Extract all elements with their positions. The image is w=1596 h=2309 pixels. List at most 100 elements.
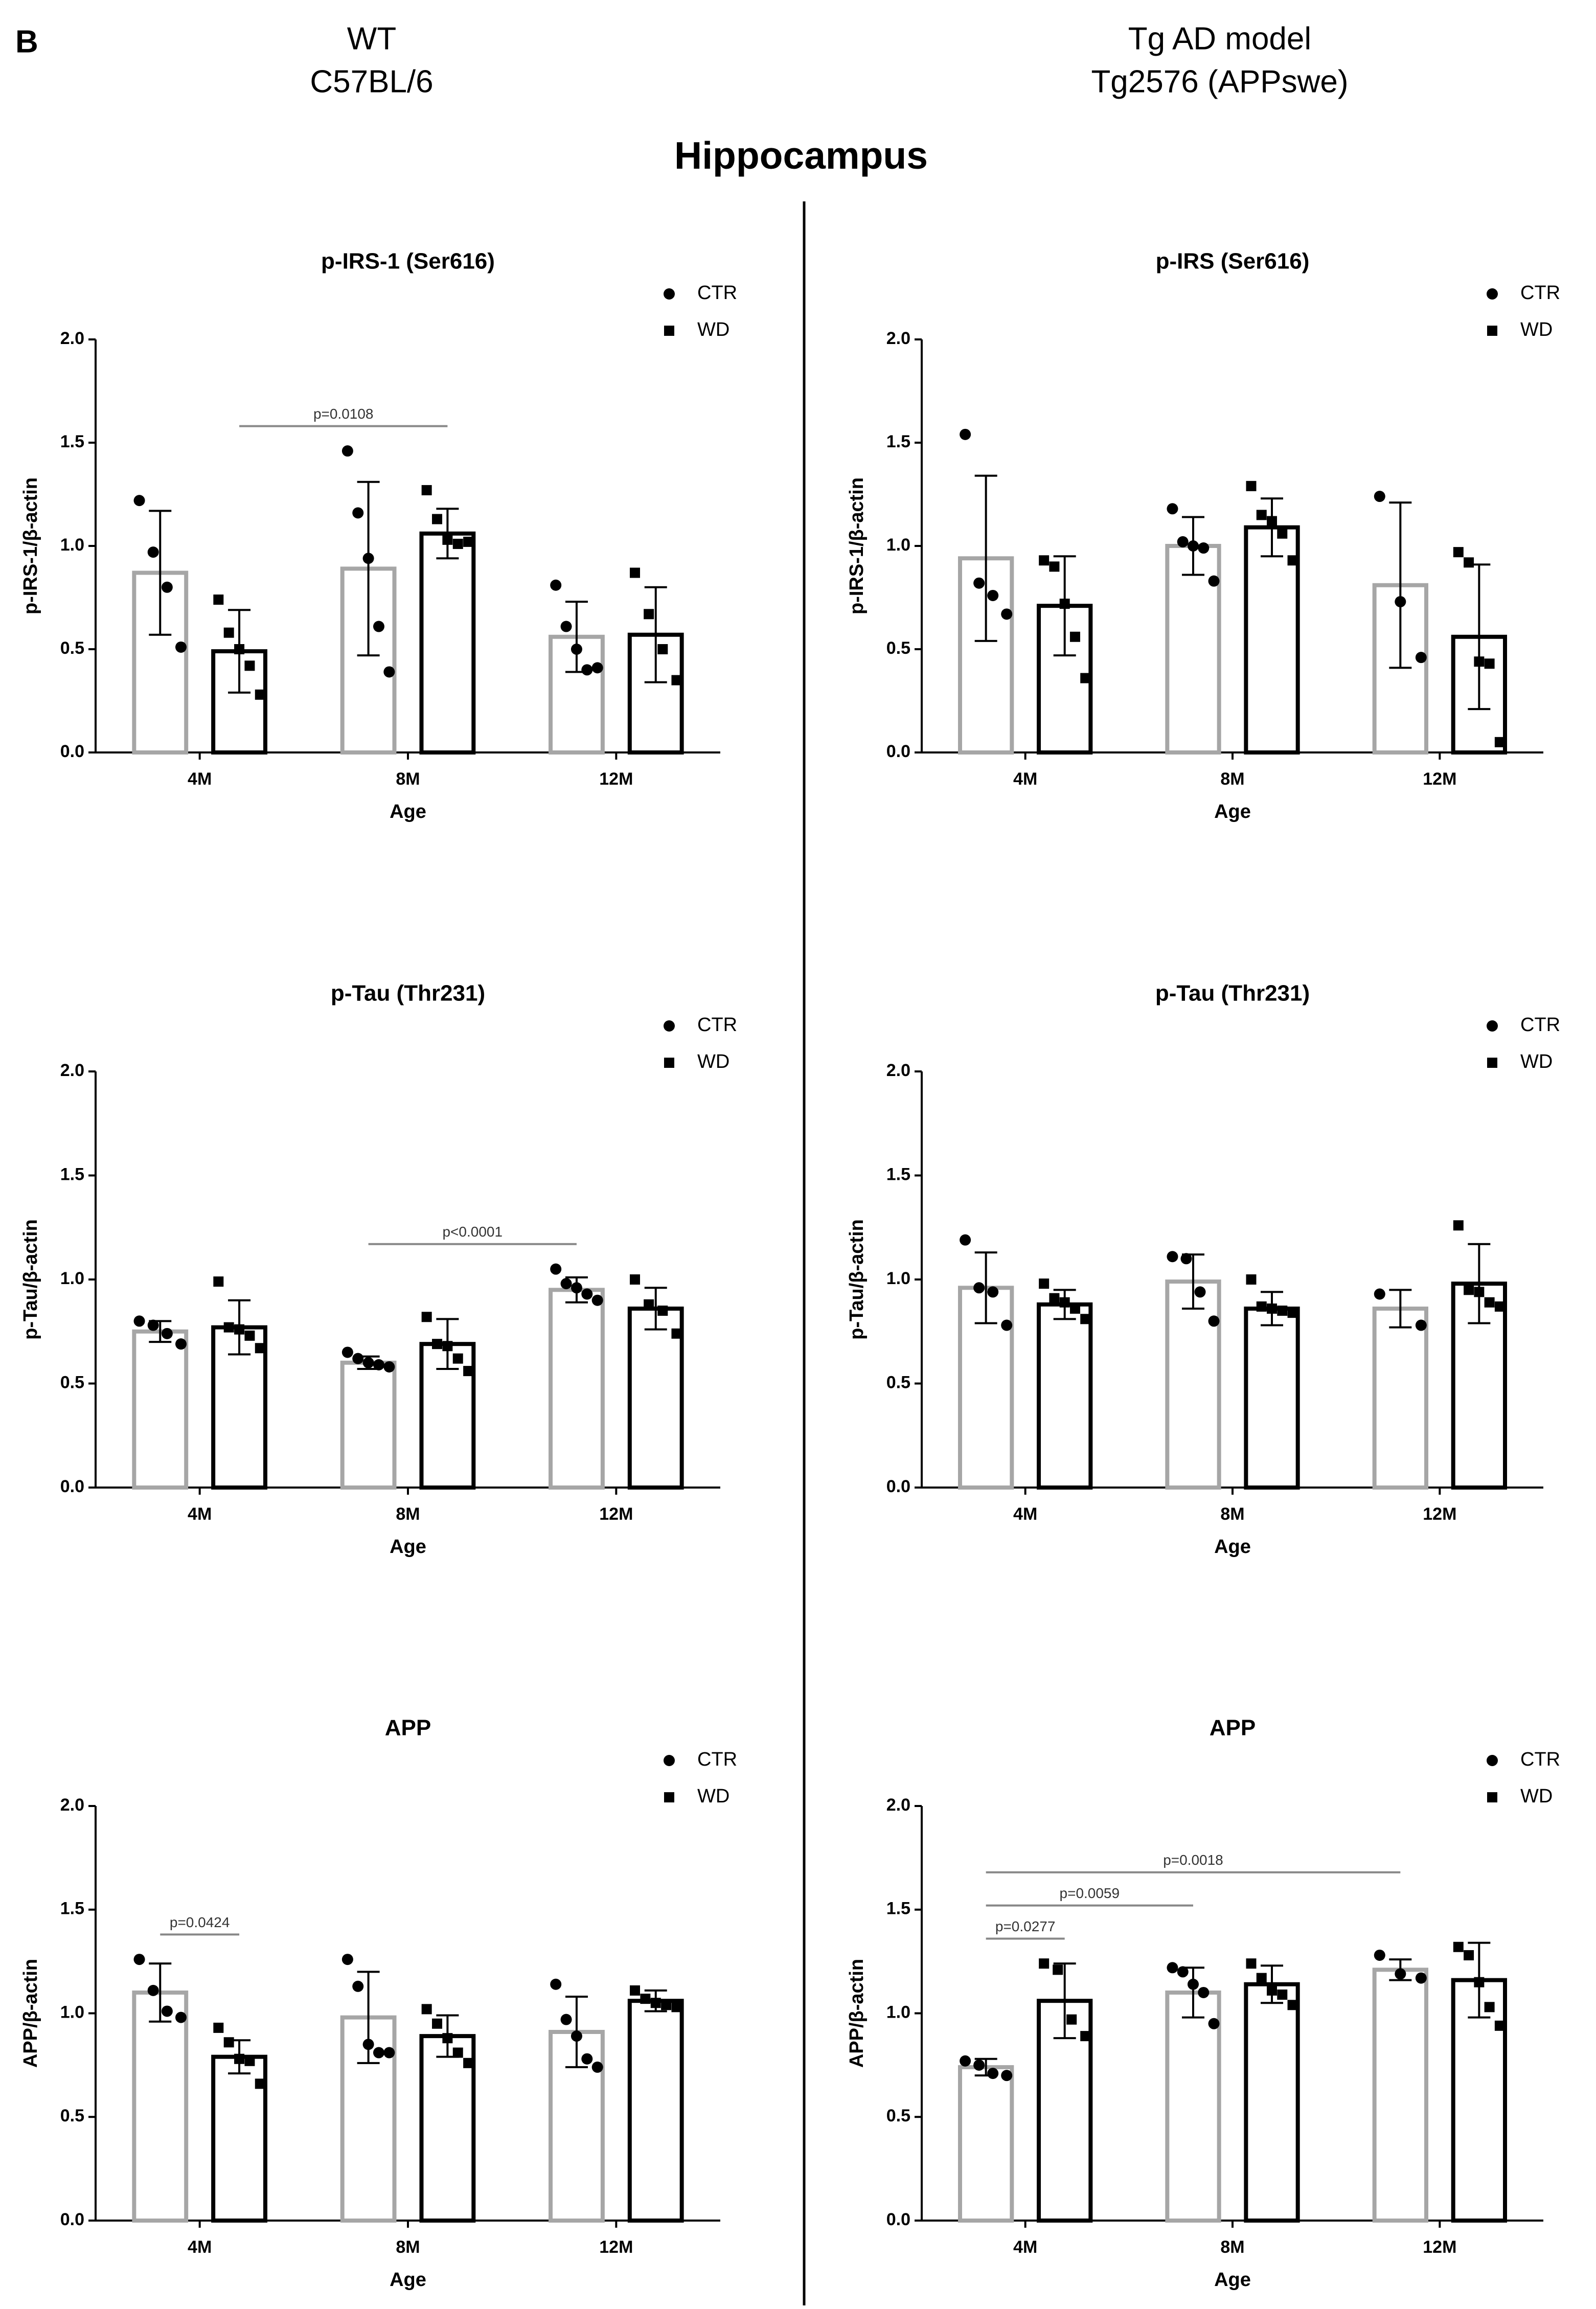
legend-label: CTR — [697, 1749, 737, 1770]
y-tick-label: 1.5 — [886, 432, 910, 451]
x-tick-label: 4M — [188, 1504, 212, 1524]
data-point — [1395, 596, 1406, 608]
data-point — [147, 1984, 159, 1996]
p-value: p<0.0001 — [442, 1224, 503, 1240]
x-axis-label: Age — [1214, 801, 1251, 822]
y-tick-label: 2.0 — [886, 1795, 910, 1815]
legend-marker — [1487, 1058, 1497, 1068]
data-point — [591, 2061, 603, 2073]
data-point — [1453, 547, 1464, 558]
column-header: WT — [347, 21, 396, 56]
data-point — [1474, 1287, 1485, 1297]
data-point — [550, 1978, 562, 1990]
y-tick-label: 0.5 — [886, 2106, 910, 2125]
data-point — [341, 1954, 353, 1965]
x-axis-label: Age — [1214, 2269, 1251, 2291]
data-point — [1208, 575, 1220, 587]
y-tick-label: 0.0 — [886, 1477, 910, 1496]
data-point — [1039, 1958, 1050, 1969]
legend-label: WD — [697, 319, 729, 340]
data-point — [671, 2002, 682, 2013]
data-point — [255, 689, 265, 700]
data-point — [1374, 491, 1385, 502]
x-tick-label: 12M — [599, 2237, 633, 2257]
data-point — [1187, 540, 1199, 552]
data-point — [352, 1980, 364, 1992]
data-point — [1177, 1966, 1189, 1978]
legend-marker — [1487, 288, 1498, 300]
bar — [1037, 1302, 1093, 1490]
data-point — [629, 1274, 640, 1285]
x-tick-label: 8M — [1220, 769, 1244, 789]
error-bar — [1468, 1243, 1491, 1324]
data-point — [657, 644, 668, 654]
data-point — [244, 660, 255, 671]
y-tick-label: 0.5 — [60, 1373, 84, 1392]
data-point — [1277, 1990, 1288, 2000]
y-tick-label: 2.0 — [886, 329, 910, 348]
error-bar — [1389, 501, 1412, 669]
x-tick-label: 4M — [188, 769, 212, 789]
data-point — [1494, 2020, 1505, 2031]
bar — [1372, 1968, 1428, 2223]
data-point — [1256, 510, 1267, 520]
data-point — [1453, 1941, 1464, 1952]
legend-label: CTR — [1520, 282, 1560, 304]
legend-marker — [664, 1058, 674, 1068]
data-point — [213, 1276, 224, 1287]
data-point — [629, 1985, 640, 1996]
x-tick-label: 8M — [1220, 2237, 1244, 2257]
data-point — [644, 609, 654, 620]
data-point — [223, 627, 234, 638]
x-tick-label: 12M — [599, 1504, 633, 1524]
y-tick-label: 1.5 — [886, 1164, 910, 1184]
y-tick-label: 1.5 — [60, 432, 84, 451]
y-tick-label: 2.0 — [60, 1795, 84, 1815]
data-point — [1256, 1973, 1267, 1983]
data-point — [442, 534, 453, 545]
data-point — [1049, 1293, 1060, 1304]
error-bar — [149, 1962, 172, 2023]
y-tick-label: 1.5 — [886, 1899, 910, 1918]
legend-marker — [1487, 1792, 1497, 1802]
data-point — [591, 1294, 603, 1306]
bar — [1244, 1982, 1300, 2223]
data-point — [1167, 1251, 1178, 1263]
data-point — [550, 579, 562, 591]
data-point — [421, 485, 432, 495]
y-tick-label: 2.0 — [60, 329, 84, 348]
data-point — [1208, 1315, 1220, 1327]
data-point — [1395, 1968, 1406, 1980]
data-point — [581, 1288, 593, 1300]
column-header: C57BL/6 — [310, 64, 433, 99]
x-tick-label: 12M — [1423, 1504, 1456, 1524]
legend-label: WD — [1520, 319, 1553, 340]
data-point — [255, 1343, 265, 1354]
data-point — [960, 428, 971, 440]
bar — [1165, 1279, 1221, 1490]
x-tick-label: 12M — [1423, 769, 1456, 789]
data-point — [1208, 2018, 1220, 2029]
y-tick-label: 2.0 — [886, 1061, 910, 1080]
p-value: p=0.0059 — [1060, 1885, 1120, 1901]
error-bar — [1261, 1964, 1284, 2004]
data-point — [383, 2047, 395, 2059]
data-point — [1080, 673, 1091, 683]
data-point — [1187, 1978, 1199, 1990]
data-point — [223, 1322, 234, 1333]
legend-marker — [1487, 326, 1497, 336]
data-point — [1267, 516, 1278, 527]
data-point — [560, 621, 572, 632]
data-point — [1453, 1220, 1464, 1231]
legend-label: WD — [697, 1786, 729, 1807]
data-point — [1059, 599, 1070, 609]
y-axis-label: p-IRS-1/β-actin — [846, 477, 868, 614]
error-bar — [149, 510, 172, 636]
data-point — [1287, 1308, 1298, 1318]
y-tick-label: 0.5 — [886, 1373, 910, 1392]
bar — [627, 1999, 684, 2223]
bar — [211, 649, 267, 755]
p-value: p=0.0424 — [170, 1914, 230, 1930]
data-point — [1246, 1274, 1257, 1285]
data-point — [1167, 1962, 1178, 1974]
